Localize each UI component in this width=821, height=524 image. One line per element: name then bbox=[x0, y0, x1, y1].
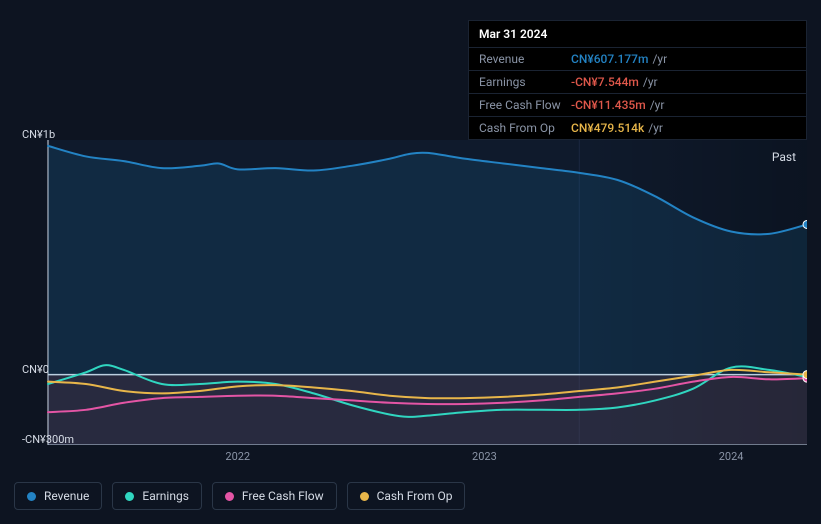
legend-label: Cash From Op bbox=[377, 489, 453, 503]
past-label: Past bbox=[772, 150, 796, 164]
tooltip-row-label: Earnings bbox=[479, 75, 571, 89]
tooltip-row: Cash From OpCN¥479.514k/yr bbox=[469, 116, 806, 139]
x-tick-label: 2023 bbox=[472, 450, 497, 463]
tooltip-row: Earnings-CN¥7.544m/yr bbox=[469, 70, 806, 93]
chart-container: Past CN¥1b CN¥0 -CN¥300m 2022 2023 2024 Mar … bbox=[0, 0, 821, 524]
legend-swatch bbox=[225, 492, 234, 501]
legend-item-free-cash-flow[interactable]: Free Cash Flow bbox=[212, 482, 337, 510]
legend-swatch bbox=[125, 492, 134, 501]
tooltip-row-suffix: /yr bbox=[648, 121, 663, 135]
legend-swatch bbox=[27, 492, 36, 501]
tooltip-row-label: Revenue bbox=[479, 52, 571, 66]
tooltip-date: Mar 31 2024 bbox=[469, 21, 806, 47]
tooltip-row-suffix: /yr bbox=[650, 98, 665, 112]
tooltip-row: RevenueCN¥607.177m/yr bbox=[469, 47, 806, 70]
legend-item-revenue[interactable]: Revenue bbox=[14, 482, 102, 510]
tooltip-row-value: CN¥479.514k bbox=[571, 121, 644, 135]
x-tick-label: 2024 bbox=[719, 450, 744, 463]
y-tick-label: CN¥1b bbox=[22, 128, 55, 141]
legend-label: Free Cash Flow bbox=[242, 489, 324, 503]
tooltip-row-suffix: /yr bbox=[643, 75, 658, 89]
x-tick-label: 2022 bbox=[225, 450, 250, 463]
legend-item-cash-from-op[interactable]: Cash From Op bbox=[347, 482, 466, 510]
tooltip-row-suffix: /yr bbox=[652, 52, 667, 66]
legend-label: Earnings bbox=[142, 489, 189, 503]
line-chart[interactable] bbox=[14, 140, 807, 445]
legend-item-earnings[interactable]: Earnings bbox=[112, 482, 202, 510]
tooltip-row-value: CN¥607.177m bbox=[571, 52, 648, 66]
tooltip-row: Free Cash Flow-CN¥11.435m/yr bbox=[469, 93, 806, 116]
tooltip-row-value: -CN¥11.435m bbox=[571, 98, 646, 112]
chart-legend: Revenue Earnings Free Cash Flow Cash From O… bbox=[14, 482, 465, 510]
y-tick-label: CN¥0 bbox=[22, 363, 49, 376]
x-axis-labels: 2022 2023 2024 bbox=[48, 450, 807, 470]
tooltip-row-value: -CN¥7.544m bbox=[571, 75, 639, 89]
legend-label: Revenue bbox=[44, 489, 89, 503]
tooltip-row-label: Free Cash Flow bbox=[479, 98, 571, 112]
y-tick-label: -CN¥300m bbox=[22, 433, 74, 446]
legend-swatch bbox=[360, 492, 369, 501]
data-tooltip: Mar 31 2024 RevenueCN¥607.177m/yrEarning… bbox=[468, 20, 807, 140]
tooltip-row-label: Cash From Op bbox=[479, 121, 571, 135]
